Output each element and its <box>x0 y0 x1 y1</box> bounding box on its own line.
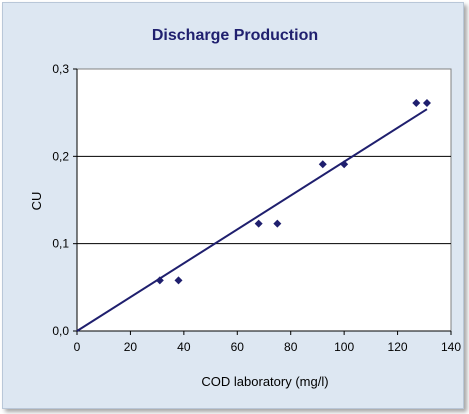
chart-frame: Discharge Production 0,0 0,1 0,2 0,3 0 20 40 60… <box>2 2 464 409</box>
x-tick-label: 80 <box>284 340 298 354</box>
x-axis-label: COD laboratory (mg/l) <box>201 374 328 389</box>
axes <box>73 68 452 335</box>
chart-title: Discharge Production <box>152 27 318 44</box>
y-axis-label: CU <box>29 192 44 211</box>
data-point <box>174 276 183 285</box>
gridlines <box>77 155 451 245</box>
data-points <box>155 99 431 285</box>
data-point <box>340 160 349 169</box>
trendline <box>76 108 428 332</box>
x-tick-label: 100 <box>334 340 354 354</box>
tick-labels: 0,0 0,1 0,2 0,3 0 20 40 60 80 100 120 140 <box>52 62 461 354</box>
data-point <box>318 160 327 169</box>
x-tick-label: 120 <box>388 340 408 354</box>
y-tick-label: 0,2 <box>52 149 69 163</box>
x-tick-label: 0 <box>74 340 81 354</box>
x-tick-label: 60 <box>231 340 245 354</box>
data-point <box>273 219 282 228</box>
plot-area <box>76 68 452 332</box>
data-point <box>422 99 431 108</box>
x-tick-label: 140 <box>441 340 461 354</box>
y-tick-label: 0,0 <box>52 324 69 338</box>
x-tick-label: 40 <box>177 340 191 354</box>
y-tick-label: 0,3 <box>52 62 69 76</box>
data-point <box>412 99 421 108</box>
x-tick-label: 20 <box>124 340 138 354</box>
y-tick-label: 0,1 <box>52 237 69 251</box>
trendline-layer <box>76 108 428 332</box>
data-point <box>155 276 164 285</box>
scatter-chart: Discharge Production 0,0 0,1 0,2 0,3 0 20 40 60… <box>29 27 461 389</box>
